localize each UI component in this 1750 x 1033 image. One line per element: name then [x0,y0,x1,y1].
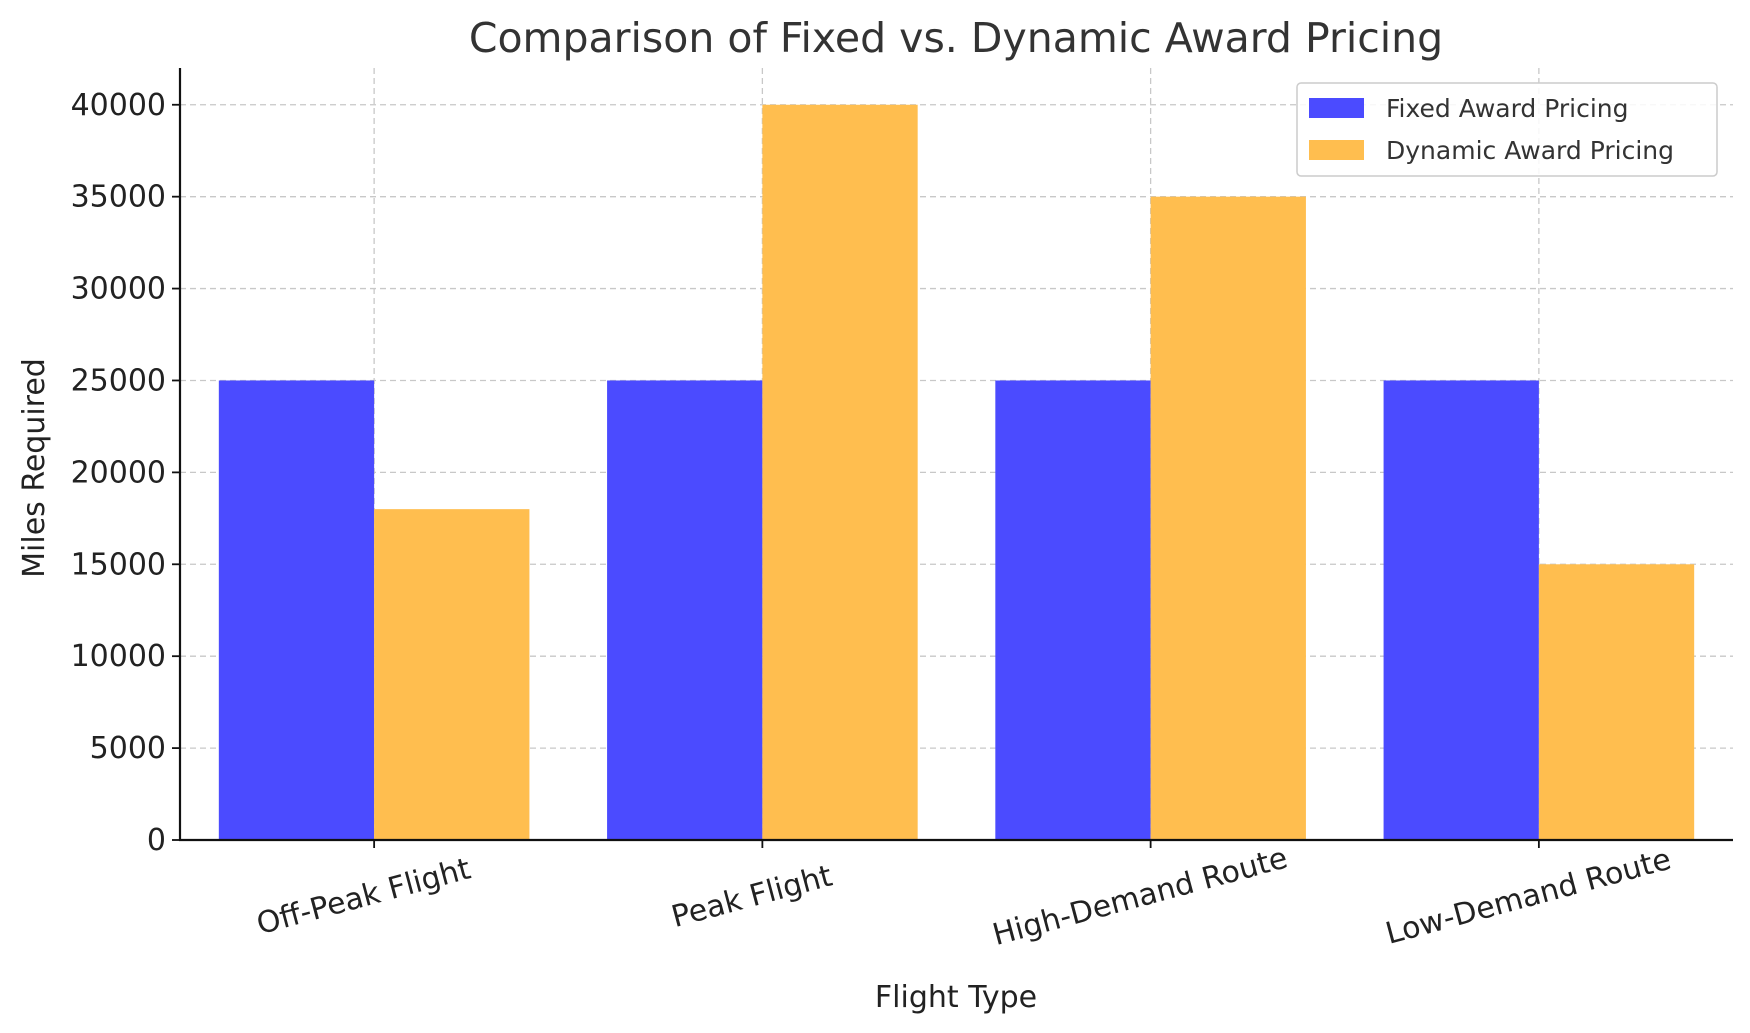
y-tick-label: 25000 [71,363,166,398]
bars [218,104,1695,840]
legend-label-fixed: Fixed Award Pricing [1386,94,1629,123]
bar-dynamic-3 [1538,564,1695,840]
y-tick-label: 0 [147,823,166,858]
bar-fixed-0 [218,380,375,840]
x-tick-label: Off-Peak Flight [253,851,474,942]
x-tick-label: High-Demand Route [989,841,1291,953]
y-axis-label: Miles Required [17,358,52,578]
bar-dynamic-2 [1150,196,1306,840]
legend-swatch-dynamic [1309,140,1364,160]
y-tick-label: 15000 [71,547,166,582]
bar-fixed-1 [607,380,763,840]
y-tick-label: 40000 [71,88,166,123]
x-tick-label: Peak Flight [668,859,836,935]
legend-swatch-fixed [1309,98,1364,118]
bar-dynamic-0 [374,509,530,840]
bar-fixed-3 [1383,380,1539,840]
chart-title: Comparison of Fixed vs. Dynamic Award Pr… [469,14,1443,62]
y-tick-label: 5000 [90,731,166,766]
y-tick-label: 10000 [71,639,166,674]
legend-frame [1296,82,1718,177]
x-tick-label: Low-Demand Route [1382,842,1675,952]
y-tick-label: 30000 [71,272,166,307]
bar-dynamic-1 [762,104,918,840]
x-axis-ticks: Off-Peak Flight Peak Flight High-Demand Ro… [253,840,1675,953]
y-axis-ticks: 0 5000 10000 15000 20000 25000 30000 35000 40000 [71,88,180,858]
y-tick-label: 35000 [71,180,166,215]
legend: Fixed Award Pricing Dynamic Award Pricin… [1296,82,1718,177]
legend-label-dynamic: Dynamic Award Pricing [1386,136,1674,165]
x-axis-label: Flight Type [875,980,1037,1015]
bar-fixed-2 [995,380,1151,840]
y-tick-label: 20000 [71,455,166,490]
